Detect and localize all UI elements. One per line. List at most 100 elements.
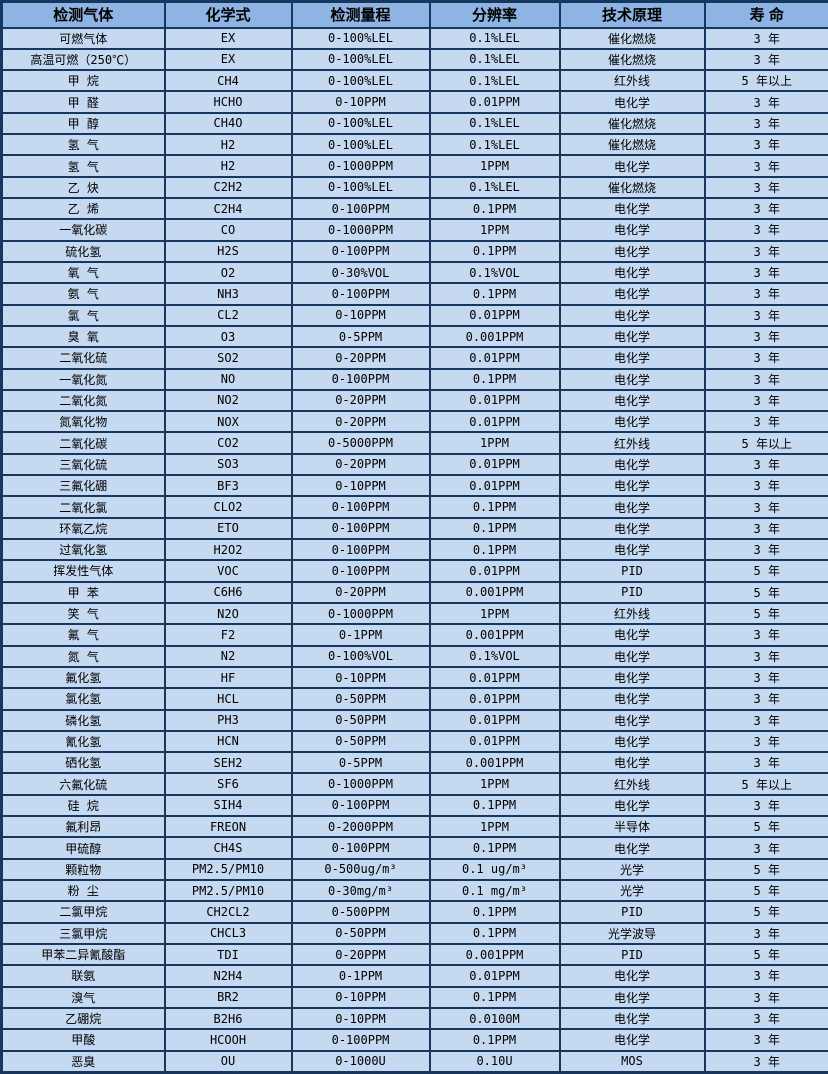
cell-resolution: 0.1PPM <box>428 900 561 924</box>
table-row: 乙硼烷 B2H6 0-10PPM 0.0100M 电化学 3 年 <box>0 1006 828 1031</box>
cell-principle: 电化学 <box>558 665 706 690</box>
cell-principle: 催化燃烧 <box>558 26 706 50</box>
cell-gas-name: 联氨 <box>0 964 166 988</box>
cell-range: 0-20PPM <box>290 580 431 604</box>
cell-gas-name: 一氧化氮 <box>0 367 166 391</box>
cell-principle: 电化学 <box>558 623 706 647</box>
cell-principle: 电化学 <box>558 154 706 178</box>
cell-formula: PM2.5/PM10 <box>163 857 293 882</box>
cell-range: 0-30mg/m³ <box>290 878 431 903</box>
cell-gas-name: 氨 气 <box>0 282 166 306</box>
cell-gas-name: 臭 氧 <box>0 324 166 349</box>
cell-resolution: 0.01PPM <box>428 729 561 754</box>
cell-range: 0-500ug/m³ <box>290 857 431 882</box>
table-row: 氰化氢 HCN 0-50PPM 0.01PPM 电化学 3 年 <box>0 729 828 754</box>
cell-resolution: 0.01PPM <box>428 410 561 434</box>
cell-lifespan: 3 年 <box>703 154 828 178</box>
cell-gas-name: 高温可燃（250℃） <box>0 47 166 72</box>
cell-formula: ETO <box>163 516 293 541</box>
cell-principle: 催化燃烧 <box>558 111 706 136</box>
cell-formula: NH3 <box>163 282 293 306</box>
cell-range: 0-100PPM <box>290 196 431 221</box>
cell-principle: PID <box>558 559 706 583</box>
cell-lifespan: 3 年 <box>703 111 828 136</box>
cell-gas-name: 硅 烷 <box>0 793 166 818</box>
cell-lifespan: 5 年 <box>703 942 828 967</box>
cell-gas-name: 二氧化硫 <box>0 346 166 370</box>
cell-range: 0-100PPM <box>290 1028 431 1052</box>
cell-formula: VOC <box>163 559 293 583</box>
cell-range: 0-100PPM <box>290 537 431 562</box>
cell-range: 0-10PPM <box>290 303 431 327</box>
table-row: 一氧化氮 NO 0-100PPM 0.1PPM 电化学 3 年 <box>0 367 828 391</box>
cell-lifespan: 3 年 <box>703 388 828 413</box>
table-row: 乙 烯 C2H4 0-100PPM 0.1PPM 电化学 3 年 <box>0 196 828 221</box>
cell-gas-name: 甲硫醇 <box>0 836 166 860</box>
cell-lifespan: 3 年 <box>703 729 828 754</box>
cell-lifespan: 5 年 <box>703 601 828 626</box>
cell-gas-name: 甲 醇 <box>0 111 166 136</box>
table-row: 氟化氢 HF 0-10PPM 0.01PPM 电化学 3 年 <box>0 665 828 690</box>
cell-range: 0-50PPM <box>290 921 431 945</box>
cell-formula: NOX <box>163 410 293 434</box>
cell-gas-name: 二氧化氮 <box>0 388 166 413</box>
cell-lifespan: 3 年 <box>703 175 828 200</box>
column-header-formula: 化学式 <box>163 0 293 29</box>
table-row: 二氧化氯 CLO2 0-100PPM 0.1PPM 电化学 3 年 <box>0 495 828 519</box>
cell-principle: 电化学 <box>558 687 706 711</box>
cell-formula: H2 <box>163 154 293 178</box>
cell-gas-name: 甲苯二异氰酸酯 <box>0 942 166 967</box>
cell-gas-name: 可燃气体 <box>0 26 166 50</box>
cell-resolution: 0.1%LEL <box>428 175 561 200</box>
table-row: 甲 醇 CH4O 0-100%LEL 0.1%LEL 催化燃烧 3 年 <box>0 111 828 136</box>
column-header-principle: 技术原理 <box>558 0 706 29</box>
cell-formula: CO <box>163 218 293 242</box>
cell-resolution: 0.01PPM <box>428 303 561 327</box>
cell-range: 0-2000PPM <box>290 815 431 839</box>
cell-resolution: 1PPM <box>428 815 561 839</box>
cell-principle: 电化学 <box>558 537 706 562</box>
cell-resolution: 0.1PPM <box>428 836 561 860</box>
cell-gas-name: 三氯甲烷 <box>0 921 166 945</box>
cell-formula: CH4S <box>163 836 293 860</box>
cell-resolution: 0.01PPM <box>428 474 561 498</box>
cell-range: 0-100PPM <box>290 367 431 391</box>
cell-principle: 催化燃烧 <box>558 175 706 200</box>
cell-lifespan: 3 年 <box>703 90 828 114</box>
table-row: 甲酸 HCOOH 0-100PPM 0.1PPM 电化学 3 年 <box>0 1028 828 1052</box>
cell-resolution: 0.1%LEL <box>428 47 561 72</box>
cell-range: 0-1000PPM <box>290 772 431 796</box>
cell-range: 0-10PPM <box>290 474 431 498</box>
cell-principle: 催化燃烧 <box>558 47 706 72</box>
cell-lifespan: 3 年 <box>703 623 828 647</box>
cell-range: 0-30%VOL <box>290 260 431 285</box>
table-row: 六氟化硫 SF6 0-1000PPM 1PPM 红外线 5 年以上 <box>0 772 828 796</box>
table-row: 硅 烷 SIH4 0-100PPM 0.1PPM 电化学 3 年 <box>0 793 828 818</box>
cell-range: 0-5PPM <box>290 324 431 349</box>
cell-principle: 红外线 <box>558 601 706 626</box>
cell-range: 0-10PPM <box>290 1006 431 1031</box>
column-header-lifespan: 寿 命 <box>703 0 828 29</box>
cell-resolution: 0.0100M <box>428 1006 561 1031</box>
cell-lifespan: 3 年 <box>703 133 828 157</box>
cell-resolution: 0.10U <box>428 1049 561 1074</box>
table-row: 氟 气 F2 0-1PPM 0.001PPM 电化学 3 年 <box>0 623 828 647</box>
table-row: 三氧化硫 SO3 0-20PPM 0.01PPM 电化学 3 年 <box>0 452 828 477</box>
column-header-resolution: 分辨率 <box>428 0 561 29</box>
cell-range: 0-1000U <box>290 1049 431 1074</box>
cell-principle: 光学 <box>558 857 706 882</box>
cell-formula: HCHO <box>163 90 293 114</box>
cell-formula: CH4O <box>163 111 293 136</box>
cell-gas-name: 氧 气 <box>0 260 166 285</box>
cell-lifespan: 3 年 <box>703 964 828 988</box>
cell-lifespan: 5 年 <box>703 878 828 903</box>
cell-gas-name: 甲 烷 <box>0 69 166 93</box>
cell-gas-name: 笑 气 <box>0 601 166 626</box>
cell-lifespan: 3 年 <box>703 921 828 945</box>
cell-lifespan: 3 年 <box>703 282 828 306</box>
cell-formula: BR2 <box>163 985 293 1009</box>
cell-resolution: 0.1PPM <box>428 537 561 562</box>
table-row: 硫化氢 H2S 0-100PPM 0.1PPM 电化学 3 年 <box>0 239 828 263</box>
cell-gas-name: 三氟化硼 <box>0 474 166 498</box>
cell-range: 0-20PPM <box>290 346 431 370</box>
